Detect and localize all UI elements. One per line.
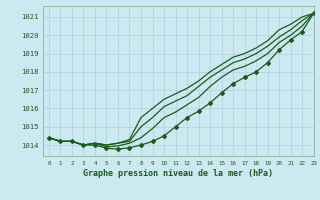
X-axis label: Graphe pression niveau de la mer (hPa): Graphe pression niveau de la mer (hPa) xyxy=(84,169,273,178)
